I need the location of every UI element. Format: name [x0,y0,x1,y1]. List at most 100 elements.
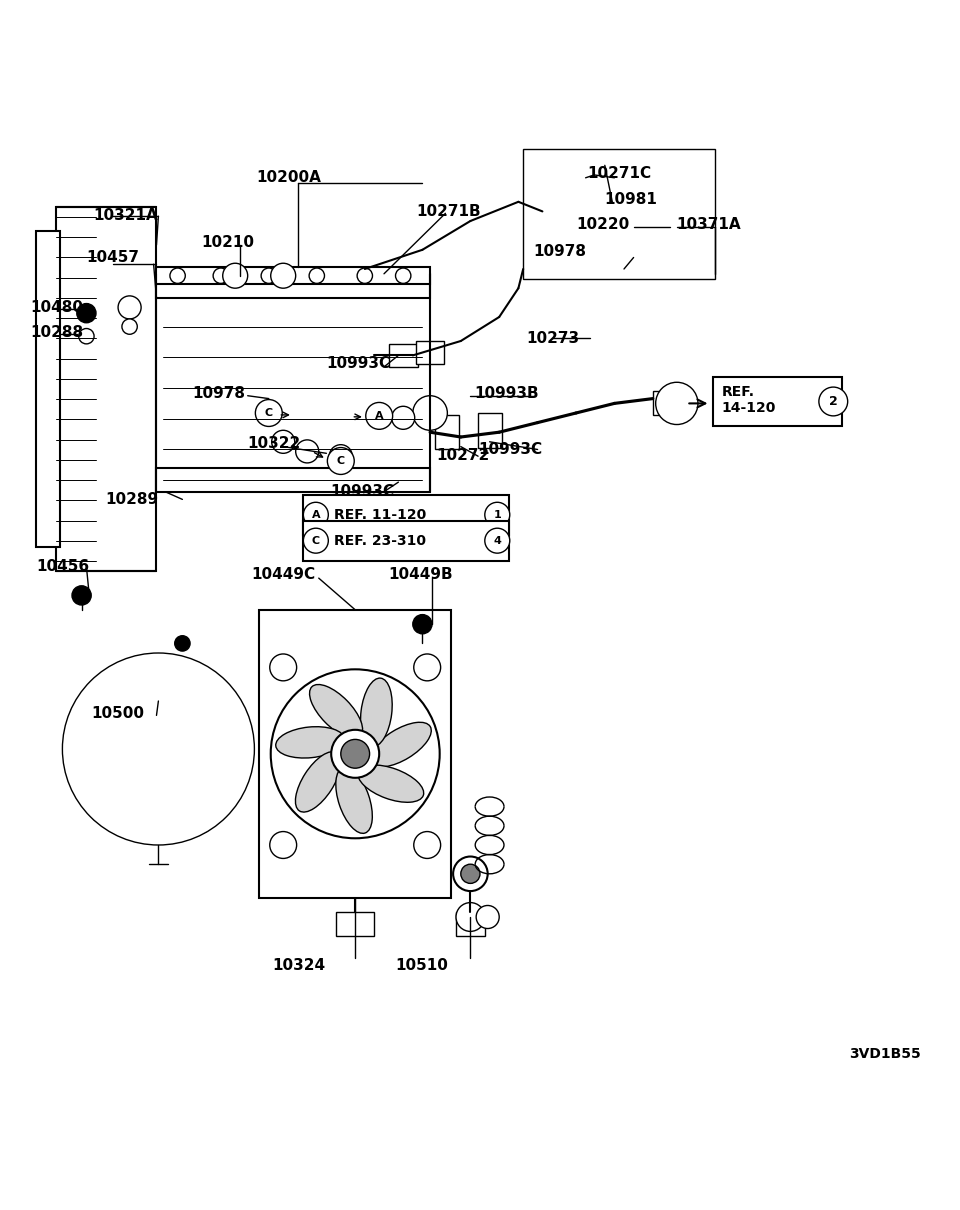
Circle shape [122,319,137,334]
Circle shape [476,905,499,928]
Circle shape [270,653,297,681]
Text: A: A [375,411,383,421]
Circle shape [118,296,141,319]
Circle shape [130,720,187,778]
Text: 10271C: 10271C [588,166,652,180]
Bar [389,344,418,367]
Circle shape [329,445,352,468]
Circle shape [303,502,328,528]
Bar [416,341,444,364]
Text: A: A [312,509,320,520]
Text: 10993C: 10993C [326,356,391,370]
Bar [56,207,156,571]
Text: 10200A: 10200A [256,171,322,185]
Text: 3VD1B55: 3VD1B55 [850,1048,922,1061]
Text: 10500: 10500 [91,705,144,721]
Circle shape [170,269,185,283]
Text: 10210: 10210 [202,235,254,249]
Text: 10456: 10456 [36,559,89,574]
Circle shape [331,730,379,778]
Text: 10321A: 10321A [93,208,157,223]
Circle shape [485,502,510,528]
Text: 1: 1 [493,509,501,520]
Ellipse shape [70,696,161,741]
Circle shape [72,586,91,605]
Text: 10978: 10978 [192,386,245,402]
Text: 10993C: 10993C [330,484,395,500]
Circle shape [272,431,295,454]
Ellipse shape [296,751,341,812]
Circle shape [414,831,441,858]
Bar [36,231,60,547]
Text: 14-120: 14-120 [722,402,777,415]
Circle shape [327,448,354,474]
Ellipse shape [309,685,363,738]
Circle shape [270,831,297,858]
Text: 10324: 10324 [273,957,325,973]
Circle shape [461,864,480,883]
Text: 10371A: 10371A [677,218,741,232]
Text: 10271B: 10271B [417,204,481,219]
Text: 4: 4 [493,536,501,546]
Circle shape [175,635,190,651]
Circle shape [396,269,411,283]
Circle shape [456,903,485,932]
Circle shape [366,403,393,430]
Text: C: C [312,536,320,546]
Text: 10510: 10510 [396,957,448,973]
Circle shape [79,329,94,344]
Bar [156,468,430,491]
Circle shape [341,739,370,768]
Circle shape [261,269,276,283]
Circle shape [141,732,176,766]
Circle shape [413,615,432,634]
Ellipse shape [276,727,345,757]
Circle shape [271,264,296,288]
Bar [523,149,715,278]
Circle shape [223,264,248,288]
Circle shape [357,269,372,283]
Circle shape [255,399,282,426]
Circle shape [309,269,324,283]
Bar [653,391,677,415]
Text: 10993C: 10993C [478,442,542,457]
Ellipse shape [361,678,393,747]
Circle shape [612,154,636,177]
Text: REF.: REF. [722,385,755,399]
Circle shape [303,529,328,553]
Circle shape [413,396,447,431]
Text: 10449C: 10449C [252,566,316,582]
Circle shape [414,653,441,681]
Ellipse shape [88,737,143,823]
Bar [156,267,430,284]
Text: 10220: 10220 [576,218,629,232]
Ellipse shape [170,720,252,778]
FancyBboxPatch shape [303,495,509,535]
Text: 10322: 10322 [248,437,300,451]
Bar [435,415,459,449]
Text: 10480: 10480 [31,300,84,315]
Ellipse shape [336,767,372,834]
Bar [156,273,430,298]
Circle shape [819,387,848,416]
FancyBboxPatch shape [713,376,842,426]
Circle shape [656,382,698,425]
Ellipse shape [358,765,423,802]
Circle shape [579,159,598,178]
Text: REF. 11-120: REF. 11-120 [334,508,426,522]
Text: 10288: 10288 [31,324,84,340]
Bar [478,413,502,448]
Ellipse shape [152,653,198,744]
Text: 2: 2 [828,394,838,408]
Text: 10449B: 10449B [388,566,452,582]
Text: C: C [265,408,273,417]
Bar [566,159,610,178]
Circle shape [77,304,96,323]
Circle shape [271,669,440,839]
Bar [542,178,634,273]
Ellipse shape [371,722,431,767]
Circle shape [485,529,510,553]
Circle shape [392,407,415,430]
Circle shape [213,269,228,283]
Circle shape [296,440,319,463]
